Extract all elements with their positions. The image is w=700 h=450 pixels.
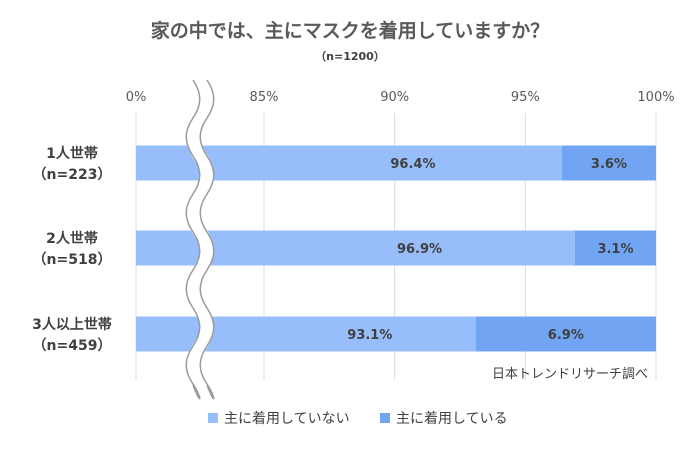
axis-break-line [199,79,215,400]
axis-break-band [186,76,214,406]
x-tick-label: 85% [250,90,279,105]
category-label: 2人世帯 [46,230,98,247]
data-label: 96.4% [390,157,435,172]
category-count: （n=223） [33,167,112,183]
bar-segment [475,316,656,352]
category-label: 3人以上世帯 [32,316,112,333]
chart-subtitle: （n=1200） [315,50,385,63]
legend-label: 主に着用していない [224,411,350,427]
data-label: 3.1% [597,242,633,257]
data-labels: 96.4% 3.6% 96.9% 3.1% 93.1% 6.9% [347,157,633,343]
data-label: 3.6% [591,157,627,172]
x-tick-label: 100% [637,90,674,105]
x-tick-label: 90% [380,90,409,105]
legend: 主に着用していない 主に着用している [208,411,508,427]
bar-segment [561,145,656,181]
legend-swatch [380,413,390,423]
x-axis-ticks: 0% 85% 90% 95% 100% [126,90,675,105]
legend-label: 主に着用している [396,411,508,427]
x-tick-label: 0% [126,90,147,105]
legend-swatch [208,413,218,423]
data-label: 96.9% [397,242,442,257]
bar-segment [136,316,476,352]
bar-segment [574,230,656,266]
category-count: （n=459） [33,338,112,354]
source-note: 日本トレンドリサーチ調べ [492,367,648,382]
data-label: 93.1% [347,328,392,343]
category-label: 1人世帯 [46,145,98,162]
chart-title: 家の中では、主にマスクを着用していますか？ [151,19,549,42]
data-label: 6.9% [548,328,584,343]
category-labels: 1人世帯 （n=223） 2人世帯 （n=518） 3人以上世帯 （n=459） [32,145,112,354]
x-tick-label: 95% [511,90,540,105]
axis-break [185,76,215,406]
category-count: （n=518） [33,252,112,268]
axis-break-line [185,79,201,400]
